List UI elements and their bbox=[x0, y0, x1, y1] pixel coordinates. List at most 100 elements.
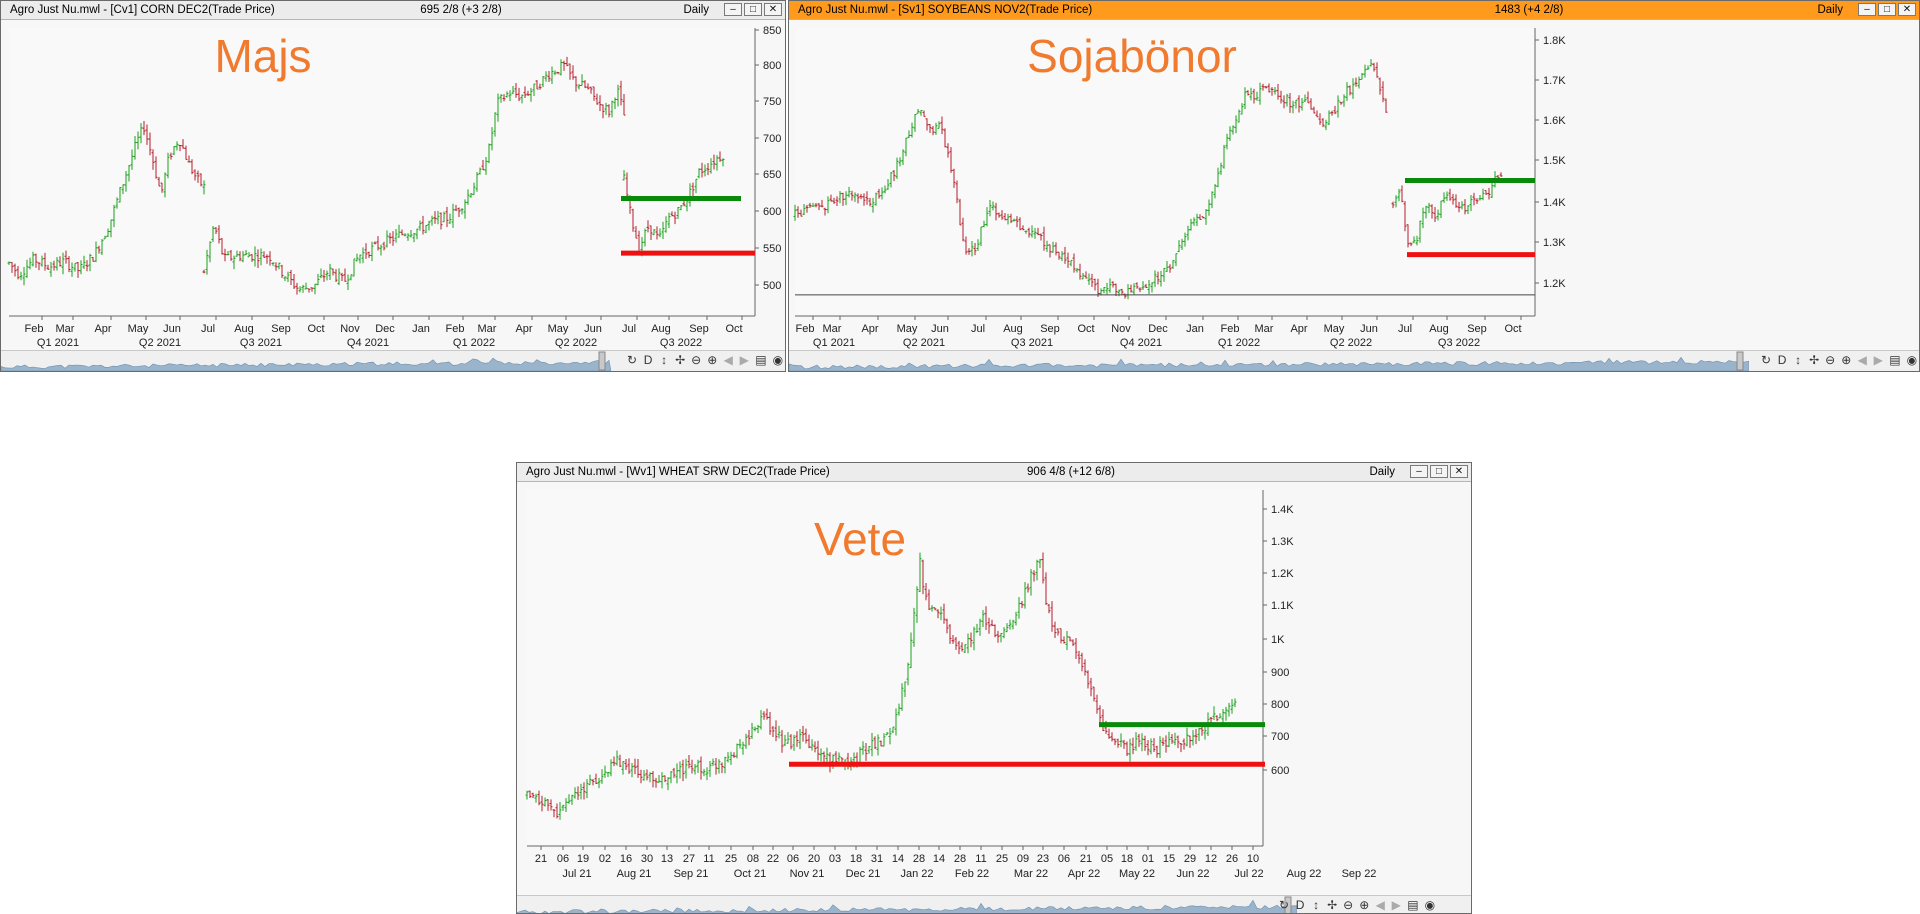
window-titlebar[interactable]: Agro Just Nu.mwl - [Sv1] SOYBEANS NOV2(T… bbox=[789, 1, 1919, 20]
x-month-label: Jan bbox=[1186, 323, 1204, 335]
wheat-price-chart[interactable]: 1.4K 1.3K 1.2K 1.1K 1K 900 800 700 600 Vete 21 06 19… bbox=[517, 482, 1472, 907]
plot-area bbox=[527, 490, 1263, 846]
y-tick-label: 1.3K bbox=[1271, 536, 1294, 548]
zoom-out-icon[interactable]: ⊖ bbox=[1825, 353, 1836, 367]
corn-chart-window[interactable]: Agro Just Nu.mwl - [Cv1] CORN DEC2(Trade… bbox=[0, 0, 786, 372]
x-day-label: 12 bbox=[1205, 853, 1217, 865]
refresh-icon[interactable]: ↻ bbox=[1761, 353, 1772, 367]
x-month-label: May bbox=[897, 323, 918, 335]
x-day-label: 27 bbox=[683, 853, 695, 865]
x-quarter-label: Q3 2021 bbox=[1011, 337, 1053, 349]
x-month-label: Sep bbox=[1467, 323, 1487, 335]
minimize-icon[interactable]: – bbox=[1410, 465, 1428, 478]
close-icon[interactable]: ✕ bbox=[1450, 465, 1468, 478]
close-icon[interactable]: ✕ bbox=[764, 3, 782, 16]
refresh-icon[interactable]: ↻ bbox=[627, 353, 638, 367]
overview-strip[interactable]: ↻ D ↕ ✢ ⊖ ⊕ ◀ ▶ ▤ ◉ bbox=[517, 895, 1471, 913]
x-month-label: Oct bbox=[1504, 323, 1521, 335]
scroll-right-icon[interactable]: ▶ bbox=[1391, 898, 1401, 912]
scroll-left-icon[interactable]: ◀ bbox=[1857, 353, 1867, 367]
x-month-label: Jul 21 bbox=[562, 868, 591, 880]
x-month-label: Jul bbox=[201, 323, 215, 335]
zoom-out-icon[interactable]: ⊖ bbox=[1343, 898, 1354, 912]
y-tick-label: 1.1K bbox=[1271, 600, 1294, 612]
x-month-label: Jan 22 bbox=[900, 868, 933, 880]
x-day-label: 10 bbox=[1247, 853, 1259, 865]
zoom-out-icon[interactable]: ⊖ bbox=[691, 353, 702, 367]
period-label: Daily bbox=[683, 4, 709, 16]
x-day-label: 03 bbox=[829, 853, 841, 865]
calendar-icon[interactable]: ▤ bbox=[755, 353, 767, 367]
x-month-label: Jun bbox=[584, 323, 602, 335]
pan-icon[interactable]: ✢ bbox=[1327, 898, 1338, 912]
overview-strip[interactable]: ↻ D ↕ ✢ ⊖ ⊕ ◀ ▶ ▤ ◉ bbox=[789, 350, 1919, 371]
x-month-label: Apr bbox=[515, 323, 532, 335]
y-tick-label: 1.5K bbox=[1543, 155, 1566, 167]
period-label: Daily bbox=[1817, 4, 1843, 16]
x-month-label: Dec bbox=[375, 323, 395, 335]
minimize-icon[interactable]: – bbox=[724, 3, 742, 16]
vertical-zoom-icon[interactable]: ↕ bbox=[661, 353, 668, 367]
timeframe-button[interactable]: D bbox=[643, 353, 653, 367]
x-month-label: Jun bbox=[931, 323, 949, 335]
maximize-icon[interactable]: □ bbox=[1430, 465, 1448, 478]
zoom-in-icon[interactable]: ⊕ bbox=[707, 353, 718, 367]
window-title: Agro Just Nu.mwl - [Sv1] SOYBEANS NOV2(T… bbox=[798, 4, 1093, 16]
calendar-icon[interactable]: ▤ bbox=[1407, 898, 1419, 912]
x-day-label: 20 bbox=[808, 853, 820, 865]
corn-price-chart[interactable]: 850 800 750 700 650 600 550 500 Majs Feb Mar Apr May… bbox=[1, 20, 786, 370]
scroll-left-icon[interactable]: ◀ bbox=[723, 353, 733, 367]
plot-area bbox=[9, 28, 755, 316]
x-day-label: 23 bbox=[1037, 853, 1049, 865]
x-month-label: Dec bbox=[1148, 323, 1168, 335]
x-day-label: 06 bbox=[787, 853, 799, 865]
zoom-in-icon[interactable]: ⊕ bbox=[1841, 353, 1852, 367]
x-month-label: Dec 21 bbox=[846, 868, 881, 880]
calendar-icon[interactable]: ▤ bbox=[1889, 353, 1901, 367]
scroll-left-icon[interactable]: ◀ bbox=[1375, 898, 1385, 912]
window-titlebar[interactable]: Agro Just Nu.mwl - [Wv1] WHEAT SRW DEC2(… bbox=[517, 463, 1471, 482]
y-tick-label: 700 bbox=[763, 133, 781, 145]
y-tick-label: 700 bbox=[1271, 731, 1289, 743]
overview-area bbox=[517, 899, 1297, 913]
scroll-right-icon[interactable]: ▶ bbox=[739, 353, 749, 367]
y-tick-label: 850 bbox=[763, 25, 781, 37]
window-titlebar[interactable]: Agro Just Nu.mwl - [Cv1] CORN DEC2(Trade… bbox=[1, 1, 785, 20]
timeframe-button[interactable]: D bbox=[1295, 898, 1305, 912]
x-month-label: Mar bbox=[478, 323, 497, 335]
x-month-label: Oct 21 bbox=[734, 868, 766, 880]
vertical-zoom-icon[interactable]: ↕ bbox=[1795, 353, 1802, 367]
palette-icon[interactable]: ◉ bbox=[1906, 353, 1918, 367]
palette-icon[interactable]: ◉ bbox=[1424, 898, 1436, 912]
maximize-icon[interactable]: □ bbox=[744, 3, 762, 16]
soybeans-chart-window[interactable]: Agro Just Nu.mwl - [Sv1] SOYBEANS NOV2(T… bbox=[788, 0, 1920, 372]
pan-icon[interactable]: ✢ bbox=[1809, 353, 1820, 367]
minimize-icon[interactable]: – bbox=[1858, 3, 1876, 16]
overview-strip[interactable]: ↻ D ↕ ✢ ⊖ ⊕ ◀ ▶ ▤ ◉ bbox=[1, 350, 785, 371]
palette-icon[interactable]: ◉ bbox=[772, 353, 784, 367]
close-icon[interactable]: ✕ bbox=[1898, 3, 1916, 16]
x-quarter-label: Q3 2022 bbox=[660, 337, 702, 349]
x-quarter-label: Q1 2021 bbox=[37, 337, 79, 349]
x-day-label: 11 bbox=[975, 853, 986, 865]
x-day-label: 21 bbox=[535, 853, 547, 865]
x-month-label: Jun 22 bbox=[1176, 868, 1209, 880]
x-month-label: Oct bbox=[725, 323, 742, 335]
timeframe-button[interactable]: D bbox=[1777, 353, 1787, 367]
x-day-label: 21 bbox=[1080, 853, 1092, 865]
pan-icon[interactable]: ✢ bbox=[675, 353, 686, 367]
soybeans-price-chart[interactable]: 1.8K 1.7K 1.6K 1.5K 1.4K 1.3K 1.2K Sojabönor Feb… bbox=[789, 20, 1920, 370]
maximize-icon[interactable]: □ bbox=[1878, 3, 1896, 16]
x-day-label: 19 bbox=[577, 853, 589, 865]
zoom-in-icon[interactable]: ⊕ bbox=[1359, 898, 1370, 912]
refresh-icon[interactable]: ↻ bbox=[1279, 898, 1290, 912]
vertical-zoom-icon[interactable]: ↕ bbox=[1313, 898, 1320, 912]
y-tick-label: 1.4K bbox=[1543, 197, 1566, 209]
wheat-chart-window[interactable]: Agro Just Nu.mwl - [Wv1] WHEAT SRW DEC2(… bbox=[516, 462, 1472, 914]
scroll-right-icon[interactable]: ▶ bbox=[1873, 353, 1883, 367]
x-month-label: Jul bbox=[622, 323, 636, 335]
x-month-label: Oct bbox=[1077, 323, 1094, 335]
y-tick-label: 900 bbox=[1271, 667, 1289, 679]
y-tick-label: 1.3K bbox=[1543, 237, 1566, 249]
x-month-label: Nov bbox=[340, 323, 360, 335]
